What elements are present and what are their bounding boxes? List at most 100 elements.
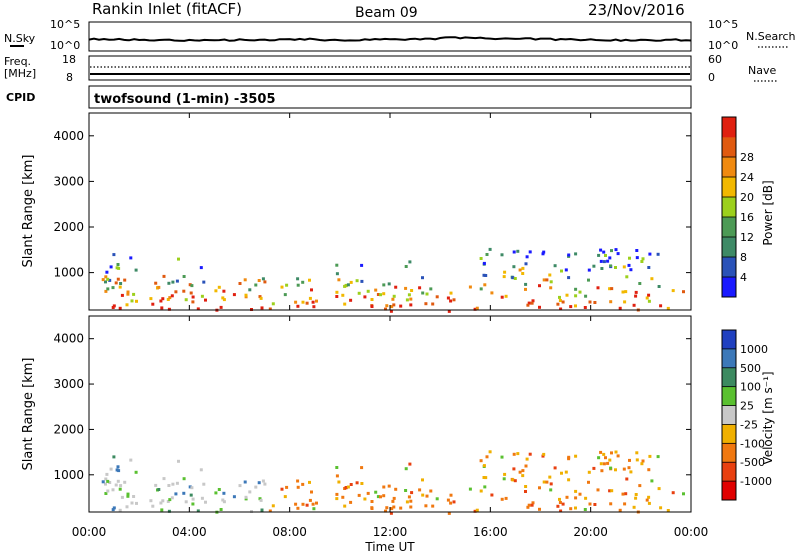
colorbar-tick-label: 28 xyxy=(740,151,754,164)
echo-cell xyxy=(254,283,258,287)
echo-cell xyxy=(112,455,116,459)
echo-cell xyxy=(263,482,267,486)
echo-cell xyxy=(599,259,603,263)
echo-cell xyxy=(574,506,577,510)
echo-cell xyxy=(511,478,515,482)
echo-cell xyxy=(542,452,546,456)
echo-cell xyxy=(609,264,613,268)
x-tick-label: 20:00 xyxy=(573,525,608,539)
echo-cell xyxy=(530,503,534,507)
echo-cell xyxy=(567,455,571,459)
echo-cell xyxy=(468,285,472,289)
echo-cell xyxy=(343,302,347,306)
echo-cell xyxy=(623,502,627,506)
echo-cell xyxy=(116,263,120,266)
x-tick-label: 00:00 xyxy=(674,525,709,539)
echo-cell xyxy=(344,486,348,489)
echo-cell xyxy=(116,277,120,281)
echo-cell xyxy=(382,283,386,287)
echo-cell xyxy=(222,491,226,495)
echo-cell xyxy=(106,287,110,291)
cpid-panel-frame xyxy=(88,85,692,109)
echo-cell xyxy=(360,482,364,485)
echo-cell xyxy=(610,287,614,291)
echo-cell xyxy=(618,306,622,310)
echo-cell xyxy=(219,305,223,309)
time-x-axis: 00:00 04:00 08:00 12:00 16:00 20:00 00:00 xyxy=(72,113,709,539)
echo-cell xyxy=(126,494,130,498)
echo-cell xyxy=(222,298,226,302)
echo-cell xyxy=(214,491,218,495)
echo-cell xyxy=(174,290,178,294)
echo-cell xyxy=(629,268,633,272)
echo-cell xyxy=(516,452,520,456)
echo-cell xyxy=(125,505,129,509)
echo-cell xyxy=(600,469,604,473)
echo-cell xyxy=(625,477,629,481)
freq-right-tick-top: 60 xyxy=(708,53,722,66)
colorbar-tick-label: 24 xyxy=(740,171,754,184)
echo-cell xyxy=(118,285,122,289)
echo-cell xyxy=(219,508,223,511)
echo-cell xyxy=(473,509,477,513)
echo-cell xyxy=(409,499,413,503)
echo-cell xyxy=(479,459,483,463)
echo-cell xyxy=(553,264,557,268)
echo-cell xyxy=(431,504,435,508)
colorbar-segment xyxy=(722,424,736,444)
echo-cell xyxy=(659,506,663,510)
echo-cell xyxy=(167,484,171,487)
echo-cell xyxy=(600,267,604,270)
echo-cell xyxy=(182,477,186,481)
echo-cell xyxy=(609,466,613,470)
echo-cell xyxy=(587,470,591,474)
y-tick-label: 4000 xyxy=(53,332,84,346)
echo-cell xyxy=(382,485,386,489)
echo-cell xyxy=(565,495,569,499)
echo-cell xyxy=(315,299,318,303)
echo-cell xyxy=(399,304,403,308)
echo-cell xyxy=(408,462,412,466)
echo-cell xyxy=(604,254,607,257)
colorbar-segment xyxy=(722,462,736,482)
echo-cell xyxy=(385,506,389,510)
freq-panel-frame xyxy=(88,55,692,81)
freq-label: Freq. xyxy=(4,55,31,68)
power-y-axis: 1000 2000 3000 4000 xyxy=(53,129,691,280)
echo-cell xyxy=(632,303,636,307)
echo-cell xyxy=(114,281,118,285)
echo-cell xyxy=(382,494,386,498)
echo-cell xyxy=(355,279,359,283)
echo-cell xyxy=(301,280,305,284)
echo-cell xyxy=(167,307,171,311)
echo-cell xyxy=(449,493,453,497)
echo-cell xyxy=(134,470,138,474)
echo-cell xyxy=(638,484,642,488)
echo-cell xyxy=(335,263,339,267)
echo-cell xyxy=(468,487,472,491)
echo-cell xyxy=(561,502,565,506)
echo-cell xyxy=(599,248,603,252)
echo-cell xyxy=(556,302,560,306)
echo-cell xyxy=(542,278,546,282)
echo-cell xyxy=(261,277,265,281)
echo-cell xyxy=(363,497,367,501)
echo-cell xyxy=(635,451,639,455)
colorbar-tick-label: -500 xyxy=(740,456,765,469)
echo-cell xyxy=(475,306,479,310)
echo-cell xyxy=(526,505,530,509)
echo-cell xyxy=(634,294,638,298)
velocity-heatmap xyxy=(101,450,685,515)
echo-cell xyxy=(191,295,195,299)
echo-cell xyxy=(391,499,395,503)
x-tick-label: 08:00 xyxy=(272,525,307,539)
echo-cell xyxy=(628,256,631,260)
colorbar-tick-label: 20 xyxy=(740,191,754,204)
echo-cell xyxy=(280,285,284,289)
echo-cell xyxy=(616,252,620,256)
echo-cell xyxy=(671,491,675,495)
echo-cell xyxy=(182,491,186,495)
echo-cell xyxy=(111,488,115,492)
echo-cell xyxy=(175,279,179,283)
velocity-ylabel: Slant Range [km] xyxy=(21,358,36,471)
